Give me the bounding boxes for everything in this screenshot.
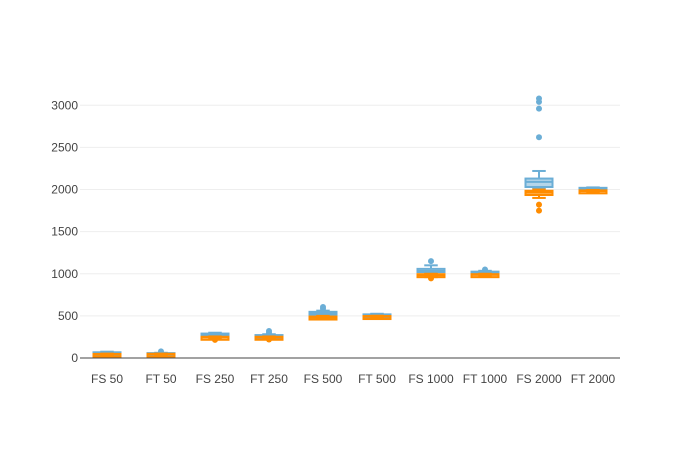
box-group bbox=[146, 352, 176, 358]
y-tick-label: 500 bbox=[58, 309, 78, 323]
box-group bbox=[92, 352, 122, 358]
x-tick-label: FT 250 bbox=[250, 372, 288, 386]
box-group bbox=[200, 335, 230, 343]
y-axis: 0 500 1000 1500 2000 2500 3000 bbox=[51, 98, 78, 365]
outlier-point bbox=[428, 275, 434, 282]
outlier-point bbox=[212, 336, 218, 343]
outlier-point bbox=[536, 207, 542, 214]
y-tick-label: 1000 bbox=[51, 267, 78, 281]
outlier-point bbox=[320, 304, 326, 311]
outlier-point bbox=[536, 134, 542, 141]
x-tick-label: FS 2000 bbox=[516, 372, 562, 386]
y-tick-label: 0 bbox=[71, 351, 78, 365]
box-group bbox=[254, 335, 284, 343]
box-group bbox=[362, 314, 392, 321]
x-tick-label: FS 250 bbox=[196, 372, 235, 386]
box-group bbox=[416, 258, 446, 274]
y-tick-label: 3000 bbox=[51, 98, 78, 112]
gridlines bbox=[80, 104, 620, 317]
y-tick-label: 1500 bbox=[51, 225, 78, 239]
outlier-point bbox=[266, 328, 272, 335]
outlier-point bbox=[536, 105, 542, 112]
outlier-point bbox=[266, 336, 272, 343]
x-tick-label: FT 50 bbox=[145, 372, 176, 386]
x-tick-label: FT 2000 bbox=[571, 372, 616, 386]
box-group bbox=[524, 188, 554, 214]
x-tick-label: FT 500 bbox=[358, 372, 396, 386]
plot-area bbox=[92, 95, 608, 358]
x-tick-label: FS 1000 bbox=[408, 372, 454, 386]
x-tick-label: FS 500 bbox=[304, 372, 343, 386]
box-group bbox=[416, 272, 446, 282]
x-tick-label: FS 50 bbox=[91, 372, 123, 386]
box-group bbox=[524, 95, 554, 189]
y-tick-label: 2500 bbox=[51, 140, 78, 154]
outlier-point bbox=[536, 201, 542, 208]
outlier-point bbox=[536, 95, 542, 102]
outlier-point bbox=[428, 258, 434, 265]
x-axis: FS 50 FT 50 FS 250 FT 250 FS 500 FT 500 FS 100… bbox=[91, 372, 616, 386]
box-group bbox=[308, 304, 338, 317]
x-tick-label: FT 1000 bbox=[463, 372, 508, 386]
box-group bbox=[308, 314, 338, 321]
box-group bbox=[578, 188, 608, 195]
box-group bbox=[470, 272, 500, 279]
outlier-point bbox=[482, 266, 488, 273]
y-tick-label: 2000 bbox=[51, 183, 78, 197]
